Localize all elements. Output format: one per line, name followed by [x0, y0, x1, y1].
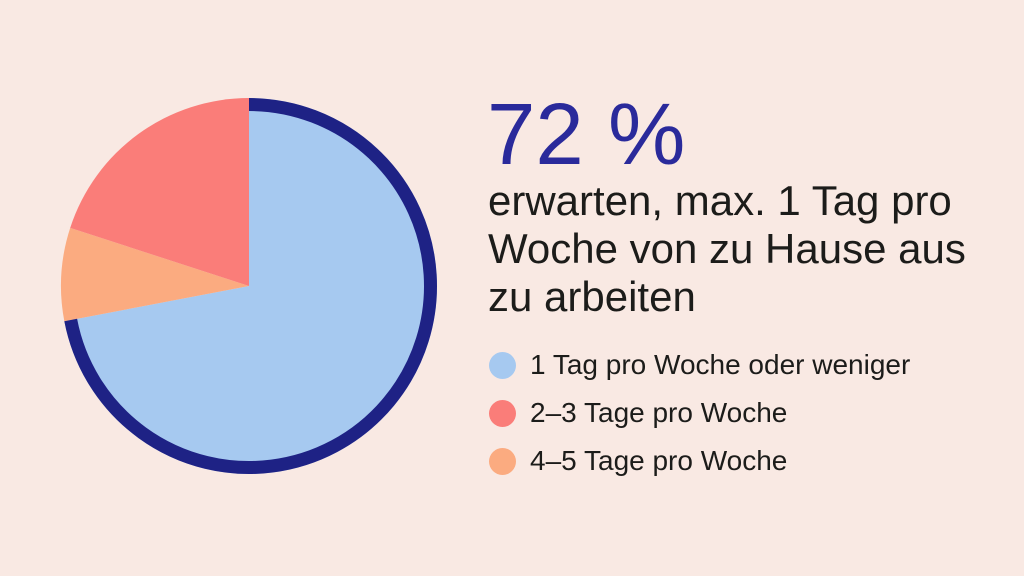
legend-swatch-red-icon [489, 399, 516, 427]
pie-chart [60, 98, 437, 474]
subtitle-line-1: erwarten, max. 1 Tag pro [488, 177, 952, 224]
legend-label: 1 Tag pro Woche oder weniger [530, 349, 911, 380]
legend-label: 4–5 Tage pro Woche [530, 445, 788, 476]
subtitle-line-2: Woche von zu Hause aus [488, 225, 966, 272]
legend-swatch-orange-icon [489, 447, 516, 475]
legend: 1 Tag pro Woche oder weniger 2–3 Tage pr… [489, 341, 910, 485]
highlight-ring [64, 98, 437, 474]
headline-percentage: 72 % [487, 86, 686, 183]
legend-item-4-5-tage: 4–5 Tage pro Woche [489, 437, 910, 485]
legend-swatch-blue-icon [489, 351, 516, 379]
pie-slice-0 [64, 98, 437, 474]
legend-item-1-tag: 1 Tag pro Woche oder weniger [489, 341, 910, 389]
pie-slice-2 [60, 227, 250, 322]
legend-label: 2–3 Tage pro Woche [530, 397, 788, 428]
subtitle-line-3: zu arbeiten [488, 273, 696, 320]
subtitle: erwarten, max. 1 Tag pro Woche von zu Ha… [488, 177, 966, 321]
pie-slice-1 [70, 98, 249, 286]
legend-item-2-3-tage: 2–3 Tage pro Woche [489, 389, 910, 437]
